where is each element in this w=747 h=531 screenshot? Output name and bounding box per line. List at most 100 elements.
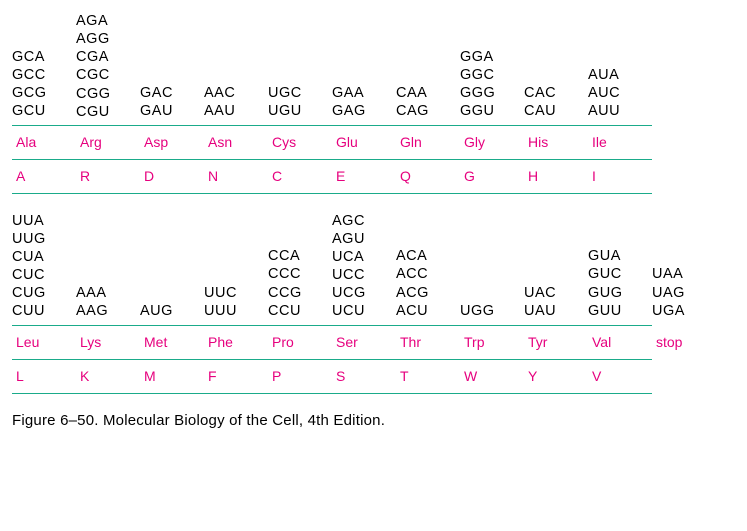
codon: GUU [588,302,622,320]
codon: GCU [12,102,46,120]
codon-list: CAACAG [396,12,429,120]
aa1-row: LKMFPSTWYV [12,364,735,389]
codon: CCU [268,302,301,320]
codon: UCG [332,284,366,302]
codon-list: AUG [140,212,173,320]
codon-list: GACGAU [140,12,173,120]
codon: UAG [652,284,685,302]
codon-col: GCAGCCGCGGCU [12,12,76,121]
codon: GGU [460,102,495,120]
codon: UGU [268,102,302,120]
aa1-cell: C [268,164,332,189]
codon: CAU [524,102,556,120]
codon-list: UACUAU [524,212,556,320]
codon: GCA [12,48,45,66]
codon: UCA [332,248,364,266]
aa1-cell: I [588,164,652,189]
codon: UUU [204,302,237,320]
codon: UGG [460,302,495,320]
codon: CCC [268,265,301,283]
codon: AUC [588,84,620,102]
aa1-cell: R [76,164,140,189]
codon-list: AUAAUCAUU [588,12,620,120]
codon-col: GGAGGCGGGGGU [460,12,524,121]
aa1-cell: G [460,164,524,189]
codon-col: UUAUUGCUACUCCUGCUU [12,212,76,321]
aa1-cell: A [12,164,76,189]
codon: UAA [652,265,683,283]
codon: GUC [588,265,622,283]
codon-list: AGAAGGCGACGCCGGCGU [76,12,111,121]
aa1-cell: P [268,364,332,389]
rule [12,393,652,394]
codon-col: AUAAUCAUU [588,12,652,121]
codon: CGA [76,48,109,66]
codon-table-row-2: UUAUUGCUACUCCUGCUUAAAAAGAUGUUCUUUCCACCCC… [12,212,735,394]
aa1-cell: S [332,364,396,389]
aa1-cell: Y [524,364,588,389]
aa3-cell: Asn [204,130,268,155]
codon: CUU [12,302,45,320]
codon: AAG [76,302,108,320]
rule [12,325,652,326]
codon: ACA [396,247,427,265]
aa3-row: LeuLysMetPheProSerThrTrpTyrValstop [12,330,735,355]
aa3-cell: Asp [140,130,204,155]
codon-col: GAAGAG [332,12,396,121]
codon-list: AGCAGUUCAUCCUCGUCU [332,212,366,321]
codon: CCA [268,247,300,265]
codon: CCG [268,284,302,302]
rule [12,125,652,126]
codon: UCU [332,302,365,320]
codon: AAA [76,284,107,302]
codon: UUC [204,284,237,302]
codon-col: UGCUGU [268,12,332,121]
codon: GCG [12,84,47,102]
rule [12,159,652,160]
codon-list: UGG [460,212,495,320]
aa3-cell: Met [140,330,204,355]
codon-row: UUAUUGCUACUCCUGCUUAAAAAGAUGUUCUUUCCACCCC… [12,212,735,321]
codon-list: CACCAU [524,12,556,120]
aa3-cell: Lys [76,330,140,355]
codon: GAC [140,84,173,102]
codon: CGU [76,103,110,121]
codon-col: AUG [140,212,204,321]
codon: CUA [12,248,44,266]
codon: AGA [76,12,108,30]
codon: AGC [332,212,365,230]
codon: CAA [396,84,427,102]
aa3-cell: stop [652,330,712,355]
codon-col: CAACAG [396,12,460,121]
aa1-cell: K [76,364,140,389]
codon-list: AAAAAG [76,212,108,320]
aa3-cell: Phe [204,330,268,355]
aa3-cell: Gly [460,130,524,155]
aa1-cell: W [460,364,524,389]
codon-list: GAAGAG [332,12,366,120]
aa1-cell: T [396,364,460,389]
codon-col: UGG [460,212,524,321]
codon: CAG [396,102,429,120]
aa3-cell: Ile [588,130,652,155]
codon-col: GACGAU [140,12,204,121]
codon-col: ACAACCACGACU [396,212,460,321]
codon: GUG [588,284,623,302]
codon: AUA [588,66,619,84]
codon: CUG [12,284,46,302]
aa3-cell: Val [588,330,652,355]
codon: UCC [332,266,365,284]
codon-list: GCAGCCGCGGCU [12,12,47,120]
aa1-cell: V [588,364,652,389]
codon-list: CCACCCCCGCCU [268,212,302,320]
codon: UGA [652,302,685,320]
aa1-cell: H [524,164,588,189]
rule [12,193,652,194]
codon-list: UUCUUU [204,212,237,320]
codon-col: CCACCCCCGCCU [268,212,332,321]
codon-list: ACAACCACGACU [396,212,429,320]
codon-list: AACAAU [204,12,235,120]
codon: ACC [396,265,428,283]
codon-row: GCAGCCGCGGCU AGAAGGCGACGCCGGCGU GACGAU AACA… [12,12,735,121]
codon: UUA [12,212,44,230]
